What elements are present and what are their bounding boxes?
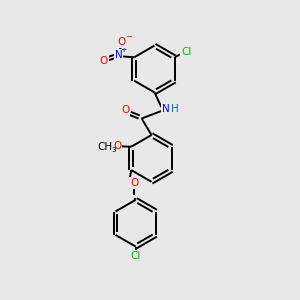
Text: N: N [162, 104, 170, 115]
Text: O: O [113, 141, 122, 151]
Text: O: O [130, 178, 138, 188]
Text: +: + [120, 45, 127, 54]
Text: O: O [121, 105, 130, 116]
Text: O: O [118, 37, 126, 47]
Text: Cl: Cl [130, 250, 141, 261]
Text: methoxy: methoxy [102, 146, 108, 147]
Text: 3: 3 [111, 147, 116, 153]
Text: CH: CH [97, 142, 112, 152]
Text: N: N [115, 50, 122, 60]
Text: −: − [125, 32, 132, 41]
Text: Cl: Cl [181, 47, 191, 57]
Text: H: H [171, 104, 178, 115]
Text: O: O [100, 56, 108, 66]
